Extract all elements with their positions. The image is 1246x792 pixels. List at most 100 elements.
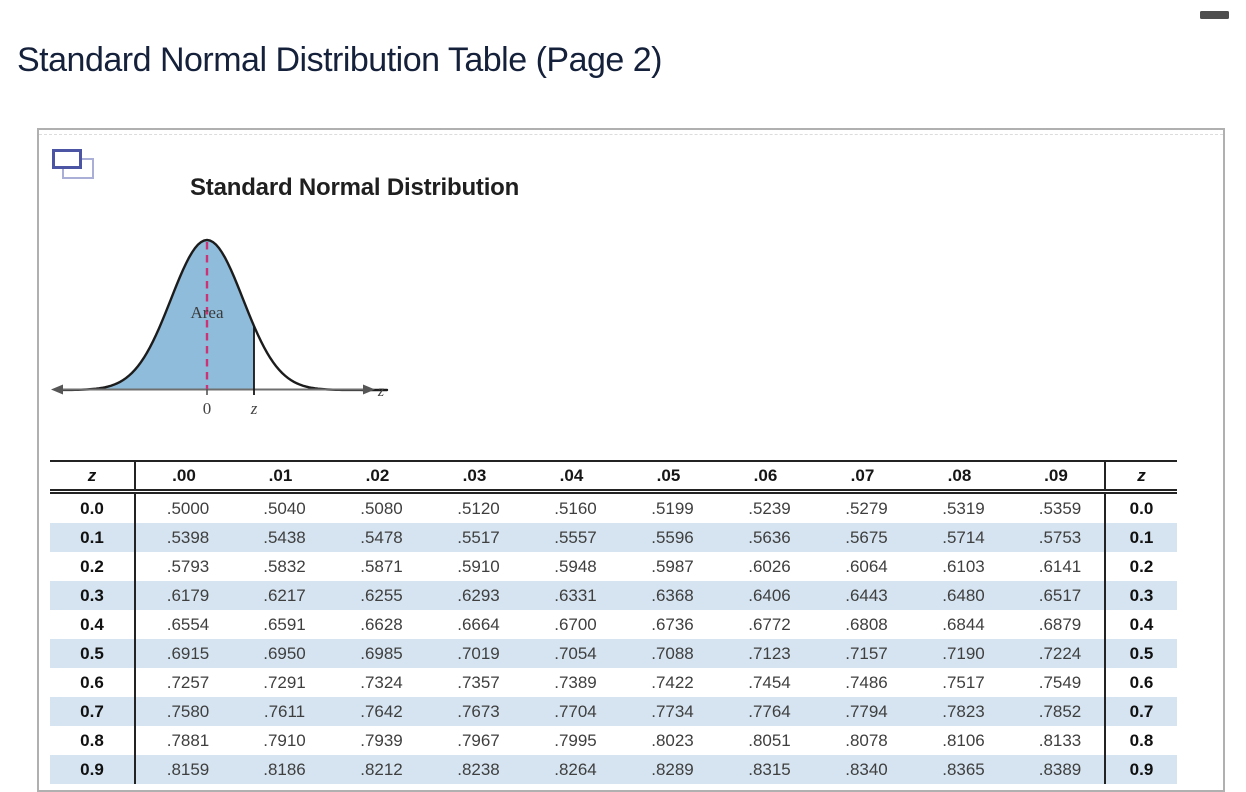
table-row-z-0.3: 0.3 .6179 .6217 .6255 .6293 .6331 .6368 .6406 .6… [50, 581, 1177, 610]
cell-value: .7642 [360, 701, 403, 721]
cell-value: .5557 [554, 527, 597, 547]
cell-value: .5832 [263, 556, 306, 576]
cell-value: .6915 [166, 643, 210, 663]
col-header-02: .02 [329, 461, 426, 494]
cell-value: .6554 [166, 614, 210, 634]
cell-value: .6480 [942, 585, 985, 605]
minimize-dash-icon[interactable] [1200, 11, 1229, 19]
cell-value: .6772 [748, 614, 791, 634]
table-row-z-0.4: 0.4 .6554 .6591 .6628 .6664 .6700 .6736 .6772 .6… [50, 610, 1177, 639]
cell-value: .5714 [942, 527, 985, 547]
cell-value: .5871 [360, 556, 403, 576]
cell-value: .6591 [263, 614, 306, 634]
cell-value: .8051 [748, 730, 791, 750]
cell-value: .6331 [554, 585, 597, 605]
cell-value: .7734 [651, 701, 694, 721]
cell-value: .8078 [845, 730, 888, 750]
row-header-z: 0.3 [50, 581, 136, 610]
cell-value: .7580 [166, 701, 210, 721]
cell-value: .8159 [166, 759, 210, 779]
cell-value: .7088 [651, 643, 694, 663]
cell-value: .7190 [942, 643, 985, 663]
cell-value: .6628 [360, 614, 403, 634]
cell-value: .6879 [1038, 614, 1082, 634]
cell-value: .7486 [845, 672, 888, 692]
cell-value: .7157 [845, 643, 888, 663]
table-row-z-0.0: 0.0 .5000 .5040 .5080 .5120 .5160 .5199 .5239 .5… [50, 491, 1177, 523]
z-table: z .00.01.02.03.04.05.06.07.08.09 z 0.0.500… [50, 460, 1177, 784]
cell-value: .6985 [360, 643, 403, 663]
cell-value: .7291 [263, 672, 306, 692]
row-header-z: 0.5 [50, 639, 136, 668]
axis-right-arrow-icon [363, 384, 375, 395]
cell-value: .6406 [748, 585, 791, 605]
cell-value: .7257 [166, 672, 210, 692]
cell-value: .5636 [748, 527, 791, 547]
row-header-z: 0.7 [50, 697, 136, 726]
cell-value: .6103 [942, 556, 985, 576]
cell-value: .7123 [748, 643, 791, 663]
col-header-05: .05 [620, 461, 717, 494]
z-cutoff-label: z [250, 399, 258, 418]
cell-value: .8023 [651, 730, 694, 750]
cell-value: .7611 [263, 701, 306, 721]
z-table-container: z .00.01.02.03.04.05.06.07.08.09 z 0.0.500… [50, 460, 1177, 784]
cell-value: .6700 [554, 614, 597, 634]
cell-value: .5987 [651, 556, 694, 576]
col-header-01: .01 [232, 461, 329, 494]
figure-heading: Standard Normal Distribution [190, 174, 520, 201]
col-header-z-right: z [1104, 461, 1177, 494]
cell-value: .5040 [263, 498, 306, 518]
cell-value: .8212 [360, 759, 403, 779]
row-header-z-right: 0.9 [1104, 755, 1177, 784]
cell-value: .5517 [457, 527, 500, 547]
cell-value: .7881 [166, 730, 210, 750]
table-row-z-0.7: 0.7 .7580 .7611 .7642 .7673 .7704 .7734 .7764 .7… [50, 697, 1177, 726]
cell-value: .5279 [845, 498, 888, 518]
cell-value: .5160 [554, 498, 597, 518]
cell-value: .7019 [457, 643, 500, 663]
cell-value: .6255 [360, 585, 403, 605]
cell-value: .6141 [1038, 556, 1082, 576]
cell-value: .8264 [554, 759, 597, 779]
row-header-z: 0.6 [50, 668, 136, 697]
col-header-03: .03 [426, 461, 523, 494]
cell-value: .5793 [166, 556, 210, 576]
content-panel: Standard Normal Distribution Area 0 z z … [37, 128, 1225, 792]
cell-value: .5398 [166, 527, 210, 547]
cell-value: .7324 [360, 672, 403, 692]
cell-value: .7794 [845, 701, 888, 721]
cell-value: .7852 [1038, 701, 1082, 721]
col-header-08: .08 [911, 461, 1008, 494]
cell-value: .7939 [360, 730, 403, 750]
page-front-rect [52, 149, 82, 169]
cell-value: .8315 [748, 759, 791, 779]
cell-value: .5120 [457, 498, 500, 518]
cell-value: .7823 [942, 701, 985, 721]
cell-value: .7549 [1038, 672, 1082, 692]
row-header-z-right: 0.6 [1104, 668, 1177, 697]
row-header-z: 0.9 [50, 755, 136, 784]
cell-value: .7910 [263, 730, 306, 750]
col-header-06: .06 [717, 461, 814, 494]
cell-value: .7422 [651, 672, 694, 692]
cell-value: .5438 [263, 527, 306, 547]
cell-value: .7967 [457, 730, 500, 750]
table-row-z-0.8: 0.8 .7881 .7910 .7939 .7967 .7995 .8023 .8051 .8… [50, 726, 1177, 755]
cell-value: .6844 [942, 614, 985, 634]
cell-value: .8389 [1038, 759, 1082, 779]
table-row-z-0.2: 0.2 .5793 .5832 .5871 .5910 .5948 .5987 .6026 .6… [50, 552, 1177, 581]
cell-value: .6950 [263, 643, 306, 663]
header-row: z .00.01.02.03.04.05.06.07.08.09 z [50, 461, 1177, 494]
table-row-z-0.9: 0.9 .8159 .8186 .8212 .8238 .8264 .8289 .8315 .8… [50, 755, 1177, 784]
cell-value: .8340 [845, 759, 888, 779]
cell-value: .7357 [457, 672, 500, 692]
row-header-z: 0.4 [50, 610, 136, 639]
row-header-z-right: 0.3 [1104, 581, 1177, 610]
col-header-07: .07 [814, 461, 911, 494]
cell-value: .5239 [748, 498, 791, 518]
cell-value: .6368 [651, 585, 694, 605]
cell-value: .7454 [748, 672, 791, 692]
overlapping-pages-icon[interactable] [52, 149, 98, 183]
zero-tick-label: 0 [203, 399, 212, 418]
